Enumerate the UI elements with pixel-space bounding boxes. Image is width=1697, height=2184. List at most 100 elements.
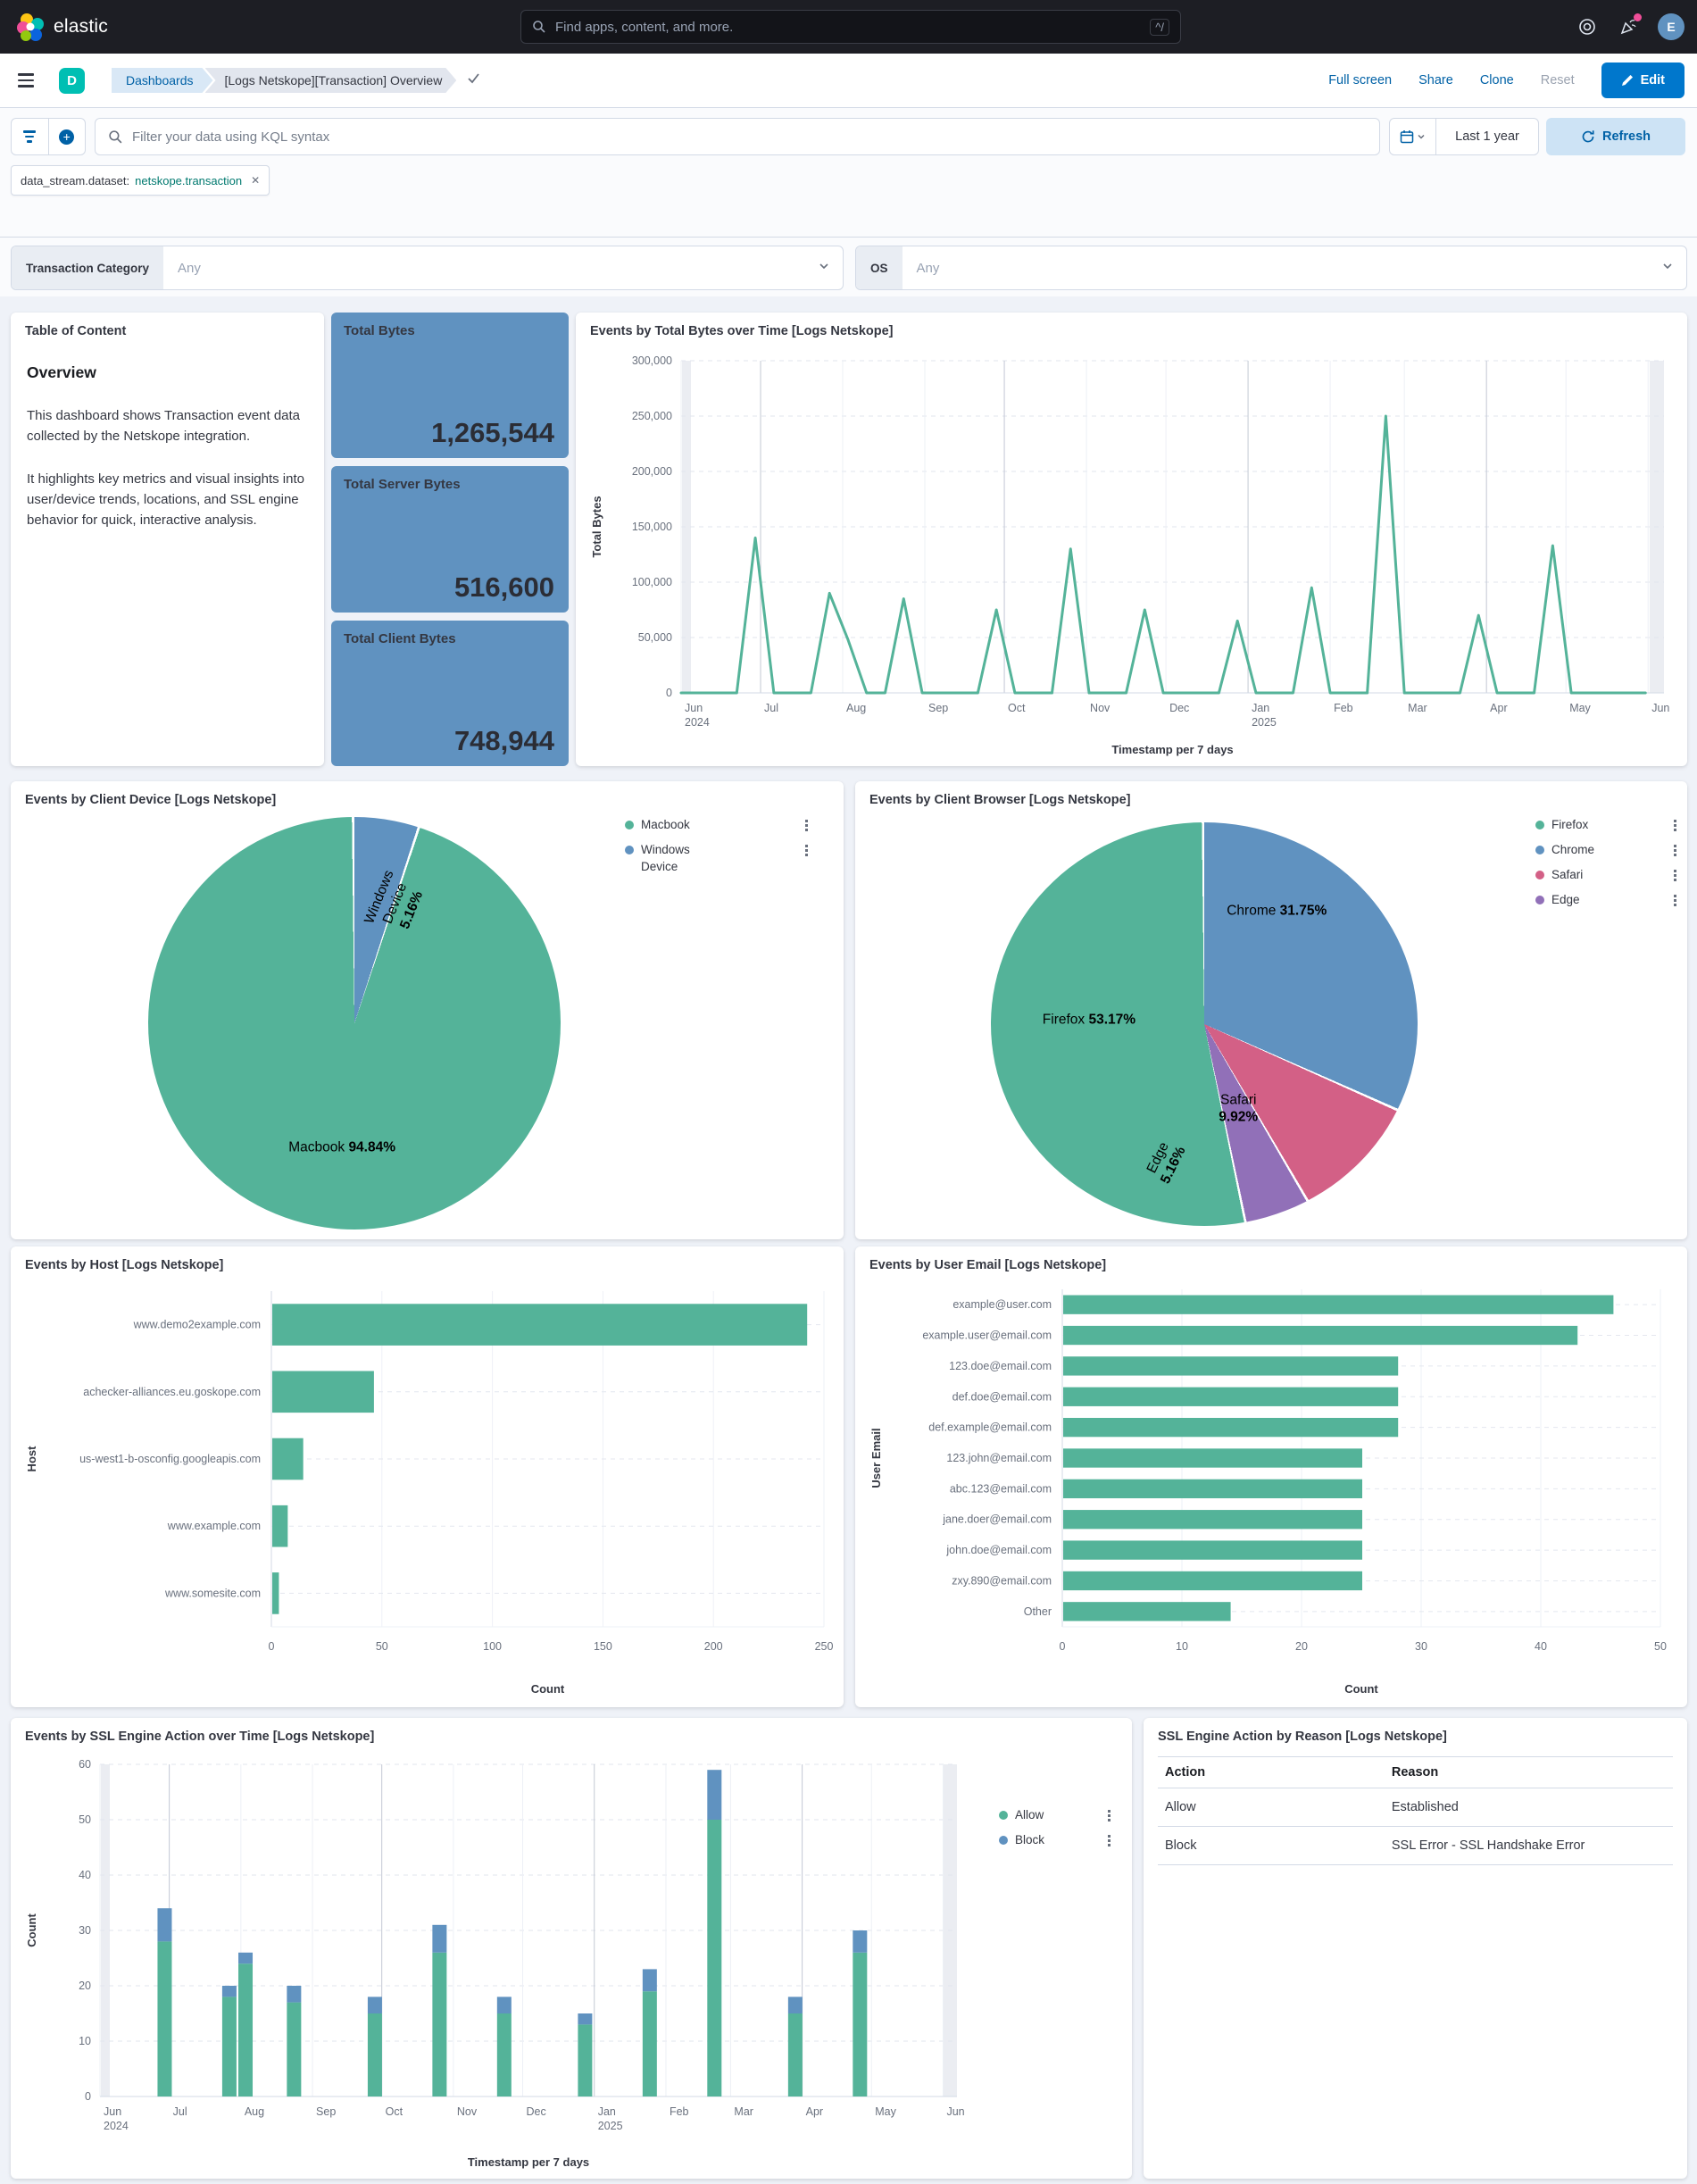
bar bbox=[1063, 1356, 1399, 1376]
tick-label: 2025 bbox=[1252, 716, 1277, 729]
table-cell: Allow bbox=[1158, 1788, 1385, 1827]
legend-label: Edge bbox=[1551, 892, 1580, 906]
calendar-button[interactable] bbox=[1390, 119, 1436, 154]
bar-segment bbox=[853, 1952, 868, 2096]
panel-title: Events by Host [Logs Netskope] bbox=[25, 1258, 224, 1272]
avatar[interactable]: E bbox=[1658, 13, 1685, 40]
bar-segment bbox=[707, 1820, 722, 2096]
bar-segment bbox=[287, 1986, 302, 2003]
metric-value: 748,944 bbox=[453, 725, 554, 756]
boxes-vertical-icon[interactable] bbox=[1108, 1810, 1111, 1821]
bar bbox=[1063, 1387, 1399, 1406]
breadcrumb-dashboards[interactable]: Dashboards bbox=[112, 68, 213, 93]
legend-item[interactable]: Windows Device bbox=[625, 842, 808, 876]
legend-item[interactable]: Macbook bbox=[625, 817, 808, 834]
bar-segment bbox=[221, 1996, 237, 2096]
newsfeed-icon[interactable] bbox=[1617, 13, 1642, 38]
global-search[interactable]: ^/ bbox=[520, 10, 1181, 44]
table-header: Reason bbox=[1384, 1756, 1673, 1788]
bar-segment bbox=[367, 2013, 382, 2096]
elastic-logo[interactable]: elastic bbox=[0, 13, 196, 41]
breadcrumb: Dashboards [Logs Netskope][Transaction] … bbox=[112, 68, 480, 93]
legend-label: Safari bbox=[1551, 867, 1584, 881]
tick-label: Mar bbox=[734, 2105, 753, 2118]
filter-pill-value: netskope.transaction bbox=[135, 173, 243, 188]
panel-events-by-user-email: Events by User Email [Logs Netskope] 0 10… bbox=[855, 1246, 1687, 1707]
bar-segment bbox=[642, 1969, 657, 1992]
metric-total-client-bytes: Total Client Bytes 748,944 bbox=[331, 621, 569, 766]
search-icon bbox=[533, 21, 545, 33]
pie-slice-label: Windows Device 5.16% bbox=[362, 868, 427, 931]
chart-legend: Allow Block bbox=[999, 1807, 1111, 1849]
legend-dot bbox=[1535, 821, 1544, 829]
reason-table: Action Reason Allow Established Block SSL Er… bbox=[1158, 1756, 1673, 1865]
bar bbox=[272, 1371, 374, 1413]
close-icon[interactable]: ✕ bbox=[251, 174, 261, 187]
legend-item[interactable]: Safari bbox=[1535, 867, 1676, 884]
tick-label: Nov bbox=[1090, 702, 1111, 714]
bar-segment bbox=[787, 1996, 803, 2013]
tick-label: www.demo2example.com bbox=[133, 1319, 261, 1331]
kql-input[interactable] bbox=[132, 129, 1367, 145]
add-filter-button[interactable]: + bbox=[47, 119, 86, 154]
clone-button[interactable]: Clone bbox=[1479, 73, 1514, 88]
global-search-input[interactable] bbox=[555, 19, 1142, 35]
tick-label: 0 bbox=[269, 1640, 275, 1653]
boxes-vertical-icon[interactable] bbox=[1108, 1834, 1111, 1846]
tick-label: 200,000 bbox=[632, 465, 672, 478]
kql-search-bar[interactable] bbox=[95, 118, 1380, 155]
bar-segment bbox=[578, 2013, 593, 2025]
bar bbox=[1063, 1540, 1362, 1560]
chart-legend: Firefox Chrome Safari Edge bbox=[1535, 817, 1676, 909]
refresh-button[interactable]: Refresh bbox=[1546, 118, 1685, 155]
bar-segment bbox=[432, 1952, 447, 2096]
legend-item[interactable]: Allow bbox=[999, 1807, 1111, 1824]
chevron-down-icon bbox=[818, 260, 843, 277]
tick-label: Total Bytes bbox=[590, 496, 603, 557]
legend-item[interactable]: Chrome bbox=[1535, 842, 1676, 859]
legend-item[interactable]: Edge bbox=[1535, 892, 1676, 909]
control-label: OS bbox=[856, 246, 903, 289]
bar bbox=[1063, 1602, 1231, 1621]
legend-item[interactable]: Block bbox=[999, 1832, 1111, 1849]
filter-funnel-button[interactable] bbox=[12, 119, 48, 154]
boxes-vertical-icon[interactable] bbox=[1674, 844, 1676, 856]
time-range-value[interactable]: Last 1 year bbox=[1455, 129, 1519, 144]
tick-label: 50 bbox=[376, 1640, 388, 1653]
bar-segment bbox=[787, 2013, 803, 2096]
panel-title: Events by Client Browser [Logs Netskope] bbox=[869, 793, 1131, 807]
tick-label: Jun bbox=[946, 2105, 964, 2118]
tick-label: zxy.890@email.com bbox=[952, 1574, 1052, 1587]
legend-label: Macbook bbox=[641, 818, 690, 831]
bar-segment bbox=[642, 1991, 657, 2096]
boxes-vertical-icon[interactable] bbox=[1674, 869, 1676, 881]
legend-label: Allow bbox=[1015, 1808, 1044, 1821]
share-button[interactable]: Share bbox=[1418, 73, 1453, 88]
tick-label: Aug bbox=[245, 2105, 264, 2118]
reset-button[interactable]: Reset bbox=[1540, 73, 1575, 88]
boxes-vertical-icon[interactable] bbox=[805, 844, 808, 856]
control-transaction-category[interactable]: Transaction Category Any bbox=[11, 246, 844, 290]
tick-label: example@user.com bbox=[952, 1298, 1052, 1311]
tick-label: Dec bbox=[1169, 702, 1189, 714]
tick-label: www.somesite.com bbox=[164, 1587, 261, 1599]
tick-label: User Email bbox=[869, 1428, 883, 1488]
panel-ssl-reason-table: SSL Engine Action by Reason [Logs Netsko… bbox=[1144, 1718, 1687, 2179]
pie-slice-label: Firefox 53.17% bbox=[1042, 1012, 1136, 1028]
help-icon[interactable] bbox=[1576, 15, 1599, 38]
boxes-vertical-icon[interactable] bbox=[805, 820, 808, 831]
dashboard-app-icon[interactable]: D bbox=[59, 67, 85, 94]
check-icon bbox=[467, 71, 480, 89]
metric-label: Total Client Bytes bbox=[344, 631, 456, 646]
control-os[interactable]: OS Any bbox=[855, 246, 1687, 290]
panel-ssl-engine-action: Events by SSL Engine Action over Time [L… bbox=[11, 1718, 1132, 2179]
edit-button[interactable]: Edit bbox=[1601, 63, 1685, 98]
filter-pill[interactable]: data_stream.dataset: netskope.transactio… bbox=[11, 165, 270, 196]
menu-icon[interactable] bbox=[18, 73, 34, 88]
tick-label: Count bbox=[25, 1913, 38, 1947]
full-screen-button[interactable]: Full screen bbox=[1328, 73, 1393, 88]
boxes-vertical-icon[interactable] bbox=[1674, 894, 1676, 906]
date-picker: Last 1 year bbox=[1389, 118, 1539, 155]
boxes-vertical-icon[interactable] bbox=[1674, 820, 1676, 831]
legend-item[interactable]: Firefox bbox=[1535, 817, 1676, 834]
